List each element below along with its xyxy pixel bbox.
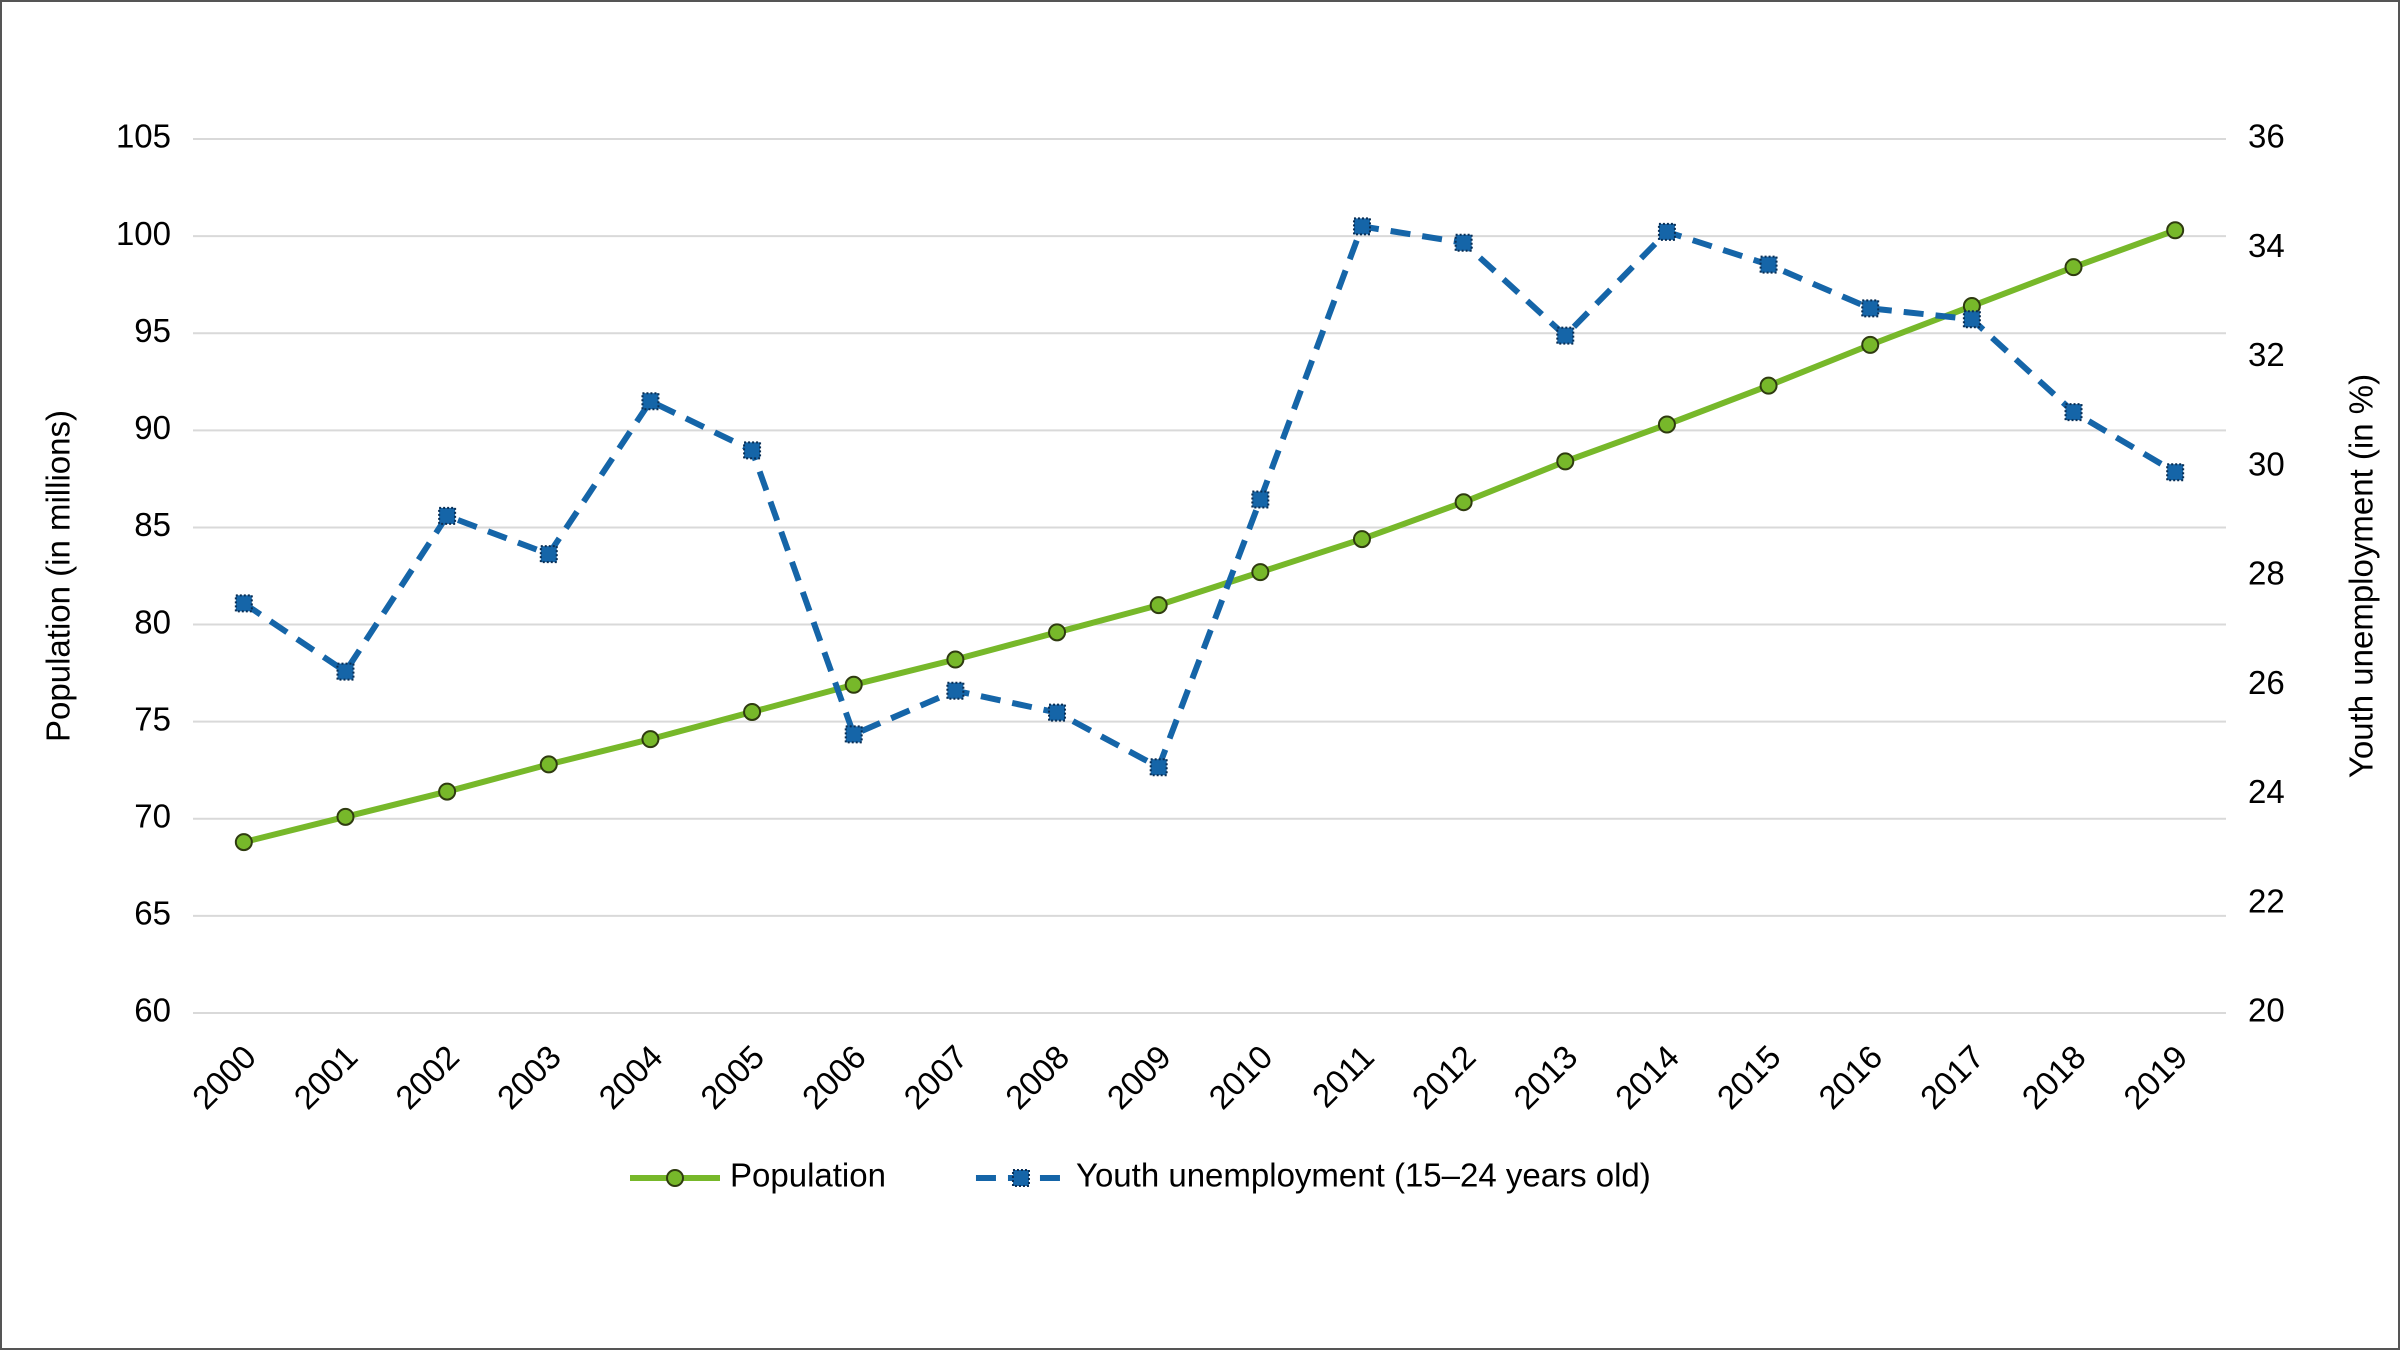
point	[1657, 222, 1676, 241]
y-tick-label: 70	[134, 797, 171, 834]
point	[1048, 703, 1067, 722]
point	[1759, 376, 1778, 395]
point	[539, 545, 558, 564]
y2-tick-label: 20	[2248, 992, 2285, 1029]
y2-tick-label: 26	[2248, 664, 2285, 701]
y-tick-label: 75	[134, 700, 171, 737]
point	[1962, 310, 1981, 329]
point	[2064, 258, 2083, 277]
point	[1149, 758, 1168, 777]
y-axis-title: Population (in millions)	[40, 410, 77, 742]
point	[1454, 233, 1473, 252]
series-line	[243, 227, 2177, 845]
point	[641, 392, 660, 411]
point	[438, 782, 457, 801]
point	[1759, 255, 1778, 274]
series-line	[242, 223, 2177, 772]
point	[641, 730, 660, 749]
point	[1048, 623, 1067, 642]
point	[1454, 493, 1473, 512]
point	[946, 681, 965, 700]
point	[336, 662, 355, 681]
point	[743, 441, 762, 460]
point	[844, 725, 863, 744]
legend-label: Population	[730, 1157, 886, 1194]
point	[743, 702, 762, 721]
point	[1556, 452, 1575, 471]
y2-tick-label: 32	[2248, 336, 2285, 373]
point	[438, 506, 457, 525]
point	[844, 675, 863, 694]
point	[1352, 217, 1371, 236]
y-tick-label: 85	[134, 506, 171, 543]
point	[1556, 326, 1575, 345]
point	[1149, 596, 1168, 615]
y-tick-label: 65	[134, 895, 171, 932]
point	[1352, 530, 1371, 549]
y2-tick-label: 22	[2248, 882, 2285, 919]
y-tick-label: 80	[134, 603, 171, 640]
point	[234, 594, 253, 613]
point	[1657, 415, 1676, 434]
legend-label: Youth unemployment (15–24 years old)	[1076, 1157, 1651, 1194]
y2-tick-label: 34	[2248, 227, 2285, 264]
y2-tick-label: 30	[2248, 445, 2285, 482]
point	[946, 650, 965, 669]
y2-tick-label: 28	[2248, 555, 2285, 592]
y-tick-label: 95	[134, 312, 171, 349]
point	[2166, 221, 2185, 240]
point	[2166, 463, 2185, 482]
y2-axis-title: Youth unemployment (in %)	[2343, 374, 2380, 778]
point	[234, 833, 253, 852]
y2-tick-label: 36	[2248, 118, 2285, 155]
point	[1861, 335, 1880, 354]
point	[1861, 299, 1880, 318]
point	[1251, 490, 1270, 509]
y-tick-label: 60	[134, 992, 171, 1029]
legend-marker	[666, 1169, 684, 1187]
y-tick-label: 90	[134, 409, 171, 446]
point	[1251, 563, 1270, 582]
y2-tick-label: 24	[2248, 773, 2285, 810]
point	[2064, 403, 2083, 422]
point	[539, 755, 558, 774]
legend-marker	[1011, 1169, 1030, 1187]
y-tick-label: 105	[116, 118, 171, 155]
y-tick-label: 100	[116, 215, 171, 252]
point	[336, 807, 355, 826]
